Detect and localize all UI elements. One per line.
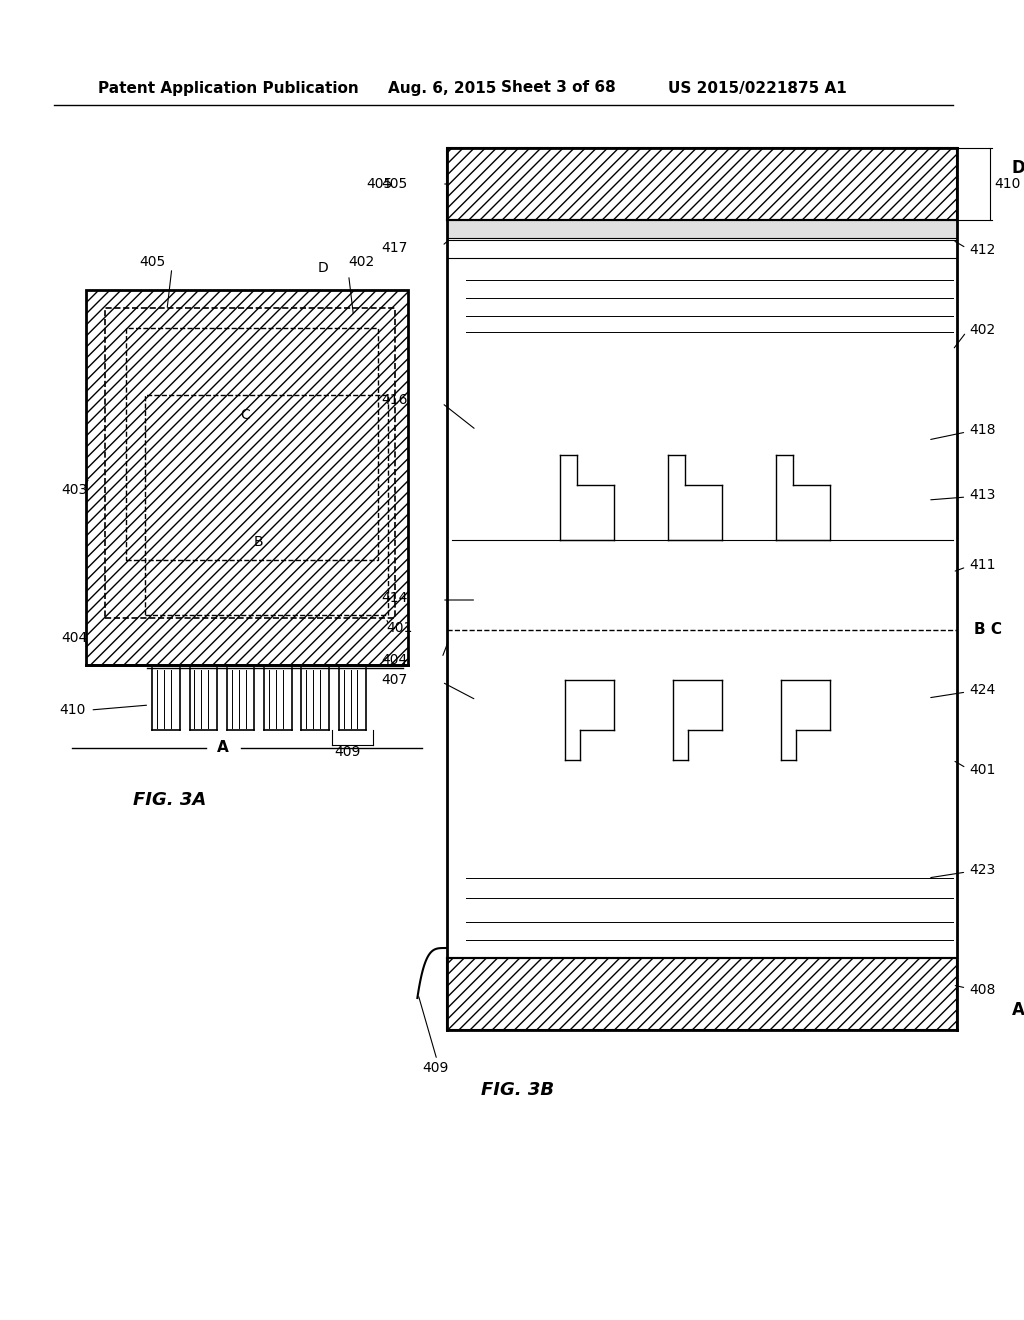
Text: 424: 424 bbox=[970, 682, 995, 697]
Text: 423: 423 bbox=[970, 863, 995, 876]
Text: 414: 414 bbox=[381, 591, 408, 605]
Text: FIG. 3B: FIG. 3B bbox=[481, 1081, 554, 1100]
Text: 411: 411 bbox=[970, 558, 995, 572]
Text: 417: 417 bbox=[381, 242, 408, 255]
Text: A: A bbox=[217, 741, 228, 755]
Text: Sheet 3 of 68: Sheet 3 of 68 bbox=[501, 81, 615, 95]
Bar bbox=[446, 220, 957, 238]
Text: B C: B C bbox=[974, 623, 1002, 638]
Text: 403: 403 bbox=[60, 483, 87, 498]
Text: US 2015/0221875 A1: US 2015/0221875 A1 bbox=[668, 81, 847, 95]
Text: 402: 402 bbox=[970, 323, 995, 337]
Bar bbox=[86, 290, 408, 665]
Text: 418: 418 bbox=[970, 422, 995, 437]
Text: 404: 404 bbox=[60, 631, 87, 645]
Bar bbox=[145, 395, 388, 615]
Text: 407: 407 bbox=[381, 673, 408, 686]
Text: 402: 402 bbox=[348, 255, 375, 269]
Text: 405: 405 bbox=[381, 177, 408, 191]
Text: 410: 410 bbox=[59, 704, 85, 717]
Text: D: D bbox=[317, 261, 328, 275]
Text: 405: 405 bbox=[139, 255, 166, 269]
Text: A: A bbox=[1012, 1001, 1024, 1019]
Text: C: C bbox=[241, 408, 250, 422]
Text: 413: 413 bbox=[970, 488, 995, 502]
Text: 409: 409 bbox=[422, 1061, 449, 1074]
Text: Aug. 6, 2015: Aug. 6, 2015 bbox=[388, 81, 497, 95]
Text: 416: 416 bbox=[381, 393, 408, 407]
Text: FIG. 3A: FIG. 3A bbox=[132, 791, 206, 809]
Text: 412: 412 bbox=[970, 243, 995, 257]
Text: 405: 405 bbox=[367, 177, 393, 191]
Text: D: D bbox=[1012, 158, 1024, 177]
Text: 408: 408 bbox=[970, 983, 995, 997]
Text: 401: 401 bbox=[970, 763, 995, 777]
Bar bbox=[446, 958, 957, 1030]
Text: Patent Application Publication: Patent Application Publication bbox=[98, 81, 359, 95]
Text: 409: 409 bbox=[334, 744, 360, 759]
Text: B: B bbox=[253, 535, 263, 549]
Text: 401: 401 bbox=[386, 620, 413, 635]
Bar bbox=[105, 308, 395, 618]
Text: 410: 410 bbox=[994, 177, 1021, 191]
Bar bbox=[446, 148, 957, 220]
Bar bbox=[126, 327, 378, 560]
Text: 404: 404 bbox=[381, 653, 408, 667]
